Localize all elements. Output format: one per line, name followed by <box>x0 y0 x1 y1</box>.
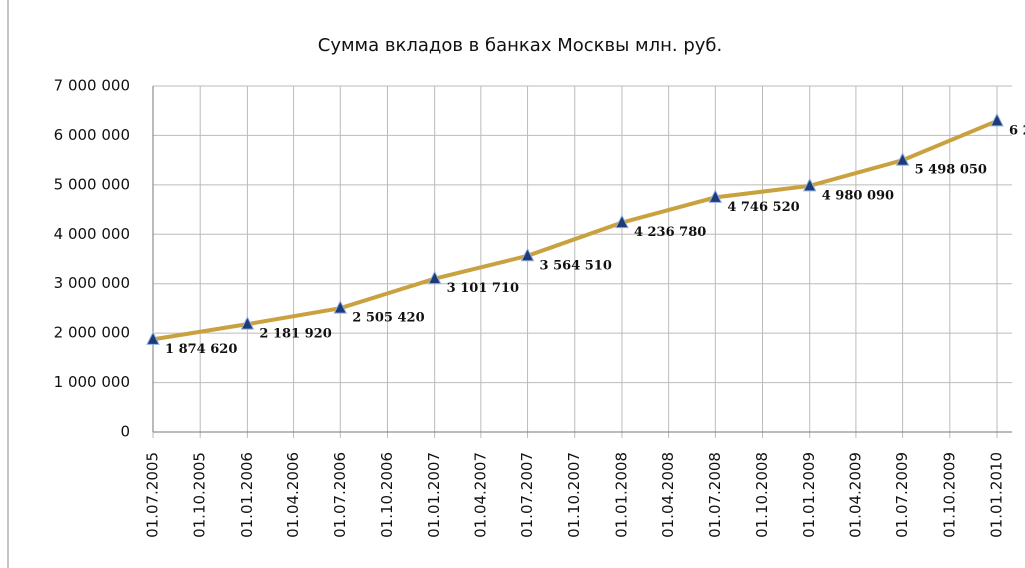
data-label: 5 498 050 <box>915 163 987 178</box>
data-marker <box>427 270 442 285</box>
x-tick-label: 01.01.2007 <box>425 452 443 538</box>
x-tick-label: 01.04.2009 <box>846 452 864 538</box>
x-tick-label: 01.10.2009 <box>940 452 958 538</box>
x-tick-label: 01.04.2008 <box>659 452 677 538</box>
chart-title: Сумма вкладов в банках Москвы млн. руб. <box>318 35 723 56</box>
data-marker <box>240 316 255 330</box>
y-tick-label: 6 000 000 <box>54 126 130 144</box>
y-tick-label: 4 000 000 <box>54 225 130 243</box>
data-marker <box>146 331 160 345</box>
data-label: 3 564 510 <box>540 258 612 273</box>
x-tick-label: 01.01.2008 <box>612 452 630 538</box>
x-tick-label: 01.10.2005 <box>191 452 209 538</box>
data-label: 2 505 420 <box>352 311 424 326</box>
data-marker <box>708 189 723 203</box>
data-marker <box>802 177 817 192</box>
y-tick-label: 3 000 000 <box>54 274 130 292</box>
y-tick-label: 7 000 000 <box>54 77 130 95</box>
data-marker <box>990 112 1004 127</box>
data-label: 3 101 710 <box>447 281 519 296</box>
data-label: 4 236 780 <box>634 225 706 240</box>
y-tick-label: 2 000 000 <box>54 324 130 342</box>
y-tick-label: 1 000 000 <box>54 373 130 391</box>
x-tick-label: 01.07.2009 <box>893 452 911 538</box>
data-label: 4 980 090 <box>822 188 894 203</box>
data-marker <box>520 247 535 262</box>
y-tick-label: 0 <box>120 423 130 441</box>
data-label: 1 874 620 <box>165 342 237 357</box>
x-tick-label: 01.10.2006 <box>378 452 396 538</box>
data-label: 4 746 520 <box>727 200 799 215</box>
data-line <box>152 119 998 342</box>
data-label: 2 181 920 <box>259 327 331 342</box>
x-tick-label: 01.01.2009 <box>800 452 818 538</box>
data-label: 6 293 520 <box>1009 123 1025 138</box>
x-tick-label: 01.04.2006 <box>284 452 302 538</box>
x-tick-label: 01.10.2007 <box>565 452 583 538</box>
data-marker <box>895 152 910 166</box>
x-tick-label: 01.01.2006 <box>238 452 256 538</box>
x-tick-label: 01.04.2007 <box>471 452 489 538</box>
x-tick-label: 01.10.2008 <box>753 452 771 538</box>
x-tick-label: 01.07.2006 <box>331 452 349 538</box>
x-tick-label: 01.07.2007 <box>518 452 536 538</box>
x-tick-label: 01.01.2010 <box>988 452 1006 538</box>
x-tick-label: 01.07.2005 <box>144 452 162 538</box>
x-tick-label: 01.07.2008 <box>706 452 724 538</box>
y-tick-label: 5 000 000 <box>54 175 130 193</box>
data-marker <box>333 300 348 314</box>
data-marker <box>615 214 629 229</box>
